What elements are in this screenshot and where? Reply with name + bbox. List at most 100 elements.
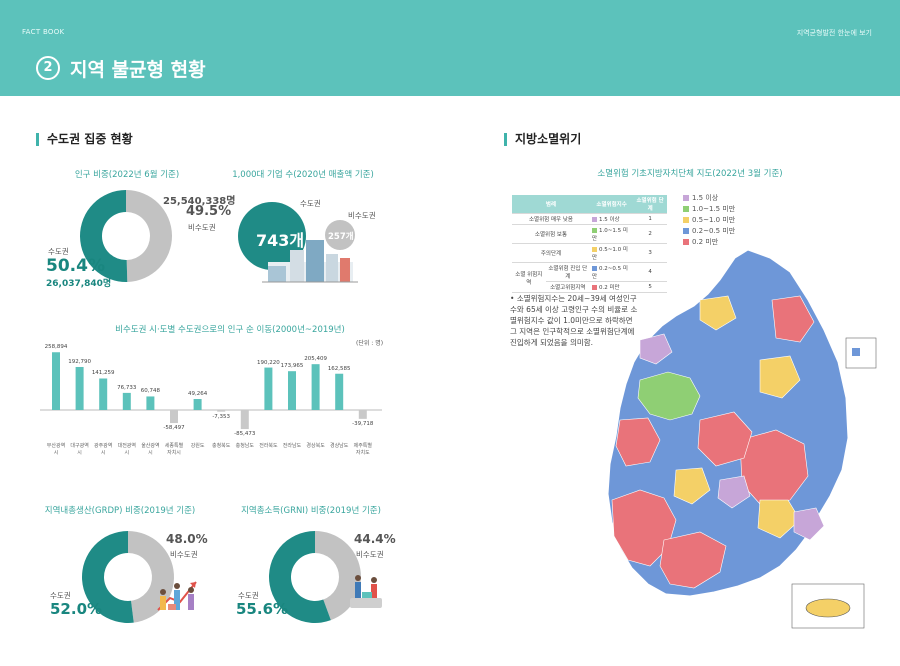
map-caption: 소멸위험 기초지방자치단체 지도(2022년 3월 기준) xyxy=(597,169,783,179)
migration-value-label: -7,353 xyxy=(212,413,231,420)
migration-value-label: -39,718 xyxy=(352,420,374,427)
row-name: 소멸위험 보통 xyxy=(512,224,590,244)
row-name: 소멸위험 진입 단계 xyxy=(545,262,590,282)
migration-category-label: 전라북도 xyxy=(259,443,278,449)
migration-category-label: 경상남도 xyxy=(329,443,349,449)
migration-value-label: -58,497 xyxy=(163,425,185,432)
grdp-non-capital-label: 비수도권 xyxy=(170,550,198,559)
grni-donut xyxy=(269,531,361,623)
migration-category-label: 충청북도 xyxy=(211,443,231,449)
swatch-icon xyxy=(683,217,689,223)
legend-item: 0.2~0.5 미만 xyxy=(683,226,735,236)
migration-bar xyxy=(52,352,60,410)
migration-category-label: 전라남도 xyxy=(282,443,302,449)
capital-population-percent: 50.4% xyxy=(46,256,105,276)
swatch-icon xyxy=(591,228,597,233)
non-capital-slice xyxy=(126,190,172,282)
population-caption: 인구 비중(2022년 6월 기준) xyxy=(74,170,180,180)
growth-people-illustration xyxy=(157,581,197,611)
grni-capital-percent: 55.6% xyxy=(236,600,289,618)
row-level: 4 xyxy=(633,262,667,282)
migration-value-label: 192,790 xyxy=(68,358,91,365)
row-index: 0.2~0.5 미만 xyxy=(591,266,628,280)
grni-non-capital-label: 비수도권 xyxy=(356,550,384,559)
fact-book-label: FACT BOOK xyxy=(22,28,65,36)
row-group: 소멸 위험지역 xyxy=(512,262,546,293)
row-index: 0.2 미만 xyxy=(598,285,620,291)
migration-bar xyxy=(240,410,249,430)
grni-caption: 지역총소득(GRNI) 비중(2019년 기준) xyxy=(241,506,381,516)
table-header: 소멸위험 단계 xyxy=(633,195,667,214)
migration-category-label: 부산광역시 xyxy=(46,443,66,456)
swatch-icon xyxy=(683,228,689,234)
row-index: 1.0~1.5 미만 xyxy=(591,228,628,242)
non-capital-population-count: 25,540,338명 xyxy=(163,196,236,207)
migration-bar xyxy=(335,373,344,410)
row-index: 0.5~1.0 미만 xyxy=(591,247,628,261)
migration-bar xyxy=(170,410,178,424)
migration-bar xyxy=(75,366,84,410)
migration-value-label: 258,894 xyxy=(44,344,68,351)
migration-category-label: 대구광역시 xyxy=(70,443,89,456)
savings-people-illustration xyxy=(350,575,382,608)
migration-category-label: 경상북도 xyxy=(306,443,325,449)
swatch-icon xyxy=(683,239,689,245)
grni-capital-label: 수도권 xyxy=(238,591,259,600)
migration-bar xyxy=(358,410,367,419)
migration-category-label: 제주특별자치도 xyxy=(353,443,372,456)
capital-companies-bubble xyxy=(238,202,306,270)
table-row: 소멸위험 매우 낮음 1.5 이상 1 xyxy=(512,213,667,225)
migration-value-label: 60,748 xyxy=(140,388,161,395)
table-row: 소멸고위험지역 0.2 미만 5 xyxy=(512,281,667,293)
grdp-capital-label: 수도권 xyxy=(50,591,71,600)
migration-category-label: 광주광역시 xyxy=(93,443,113,456)
swatch-icon xyxy=(591,247,597,252)
migration-value-label: 141,259 xyxy=(91,370,115,377)
migration-bar xyxy=(193,399,202,410)
swatch-icon xyxy=(591,266,597,271)
migration-unit: (단위 : 명) xyxy=(356,340,384,347)
row-name: 소멸위험 매우 낮음 xyxy=(512,213,590,225)
table-row: 소멸 위험지역 소멸위험 진입 단계 0.2~0.5 미만 4 xyxy=(512,262,667,293)
migration-bar xyxy=(264,367,273,410)
migration-category-label: 울산광역시 xyxy=(141,443,160,456)
risk-criteria-table: 범례 소멸위험지수 소멸위험 단계 소멸위험 매우 낮음 1.5 이상 1 소멸… xyxy=(512,195,667,293)
table-header: 소멸위험지수 xyxy=(589,195,634,214)
right-section-title: 지방소멸위기 xyxy=(504,133,581,146)
migration-category-label: 강원도 xyxy=(190,443,205,449)
grdp-non-capital-percent: 48.0% xyxy=(166,532,208,546)
capital-companies-label: 수도권 xyxy=(300,199,321,208)
non-capital-slice xyxy=(315,531,361,621)
migration-bar xyxy=(217,410,226,412)
left-section-title: 수도권 집중 현황 xyxy=(36,133,133,146)
risk-index-note: • 소멸위험지수는 20세~39세 여성인구 수와 65세 이상 고령인구 수의… xyxy=(510,294,638,347)
swatch-icon xyxy=(683,206,689,212)
row-name: 주의단계 xyxy=(512,243,590,263)
migration-value-label: 162,585 xyxy=(327,365,351,372)
migration-bar xyxy=(99,378,108,410)
capital-population-count: 26,037,840명 xyxy=(46,279,112,289)
population-donut xyxy=(79,189,172,283)
legend-item: 1.5 이상 xyxy=(683,193,718,203)
swatch-icon xyxy=(591,285,597,290)
table-row: 주의단계 0.5~1.0 미만 3 xyxy=(512,243,667,263)
migration-value-label: 205,409 xyxy=(304,356,327,363)
grni-non-capital-percent: 44.4% xyxy=(354,532,396,546)
table-row: 소멸위험 보통 1.0~1.5 미만 2 xyxy=(512,224,667,244)
grdp-capital-percent: 52.0% xyxy=(50,600,103,618)
swatch-icon xyxy=(591,217,597,222)
grdp-caption: 지역내총생산(GRDP) 비중(2019년 기준) xyxy=(44,506,196,516)
migration-bar xyxy=(146,396,155,410)
non-capital-companies-bubble xyxy=(325,220,355,250)
capital-slice xyxy=(79,189,128,283)
capital-slice xyxy=(82,531,134,623)
page-title: 지역 불균형 현황 xyxy=(70,59,206,81)
running-head: 지역균형발전 한눈에 보기 xyxy=(796,29,872,37)
header-banner xyxy=(0,0,900,96)
legend-item: 0.2 미만 xyxy=(683,237,718,247)
migration-category-label: 세종특별자치시 xyxy=(164,443,184,456)
capital-slice xyxy=(269,531,331,623)
migration-value-label: 76,733 xyxy=(117,384,137,391)
migration-category-label: 대전광역시 xyxy=(117,443,136,456)
migration-caption: 비수도권 시·도별 수도권으로의 인구 순 이동(2000년~2019년) xyxy=(115,325,345,335)
